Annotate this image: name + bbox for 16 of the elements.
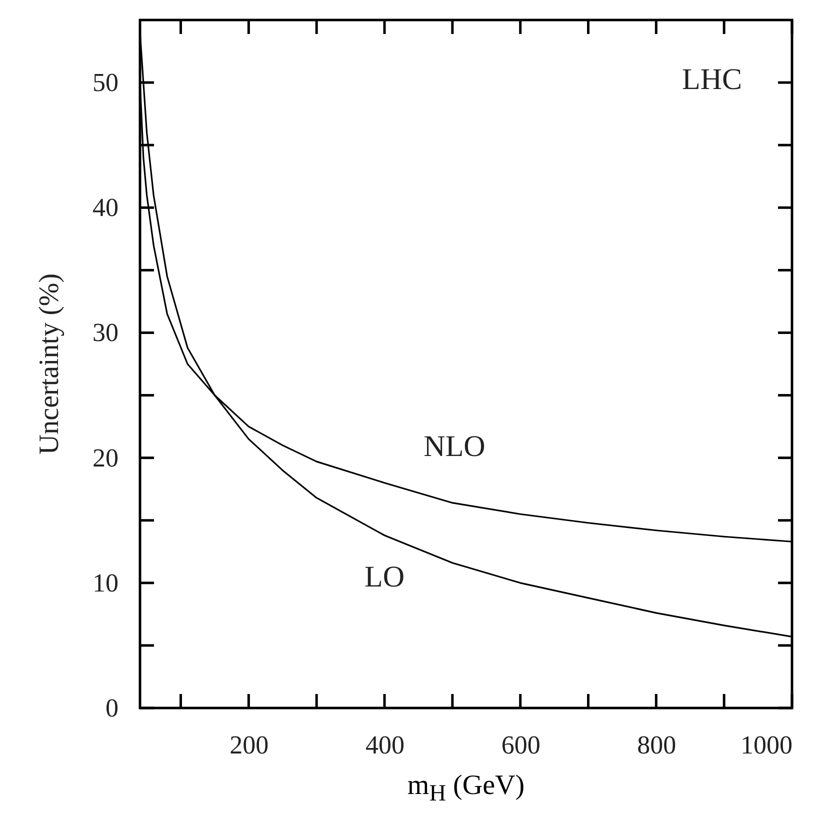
x-tick-label: 800 bbox=[637, 730, 676, 760]
y-axis-title: Uncertainty (%) bbox=[34, 272, 66, 457]
annotation: LHC bbox=[682, 63, 742, 96]
y-tick-label: 30 bbox=[92, 318, 118, 348]
series-label: NLO bbox=[424, 430, 486, 463]
x-tick-label: 400 bbox=[366, 730, 404, 760]
x-tick-label: 600 bbox=[501, 730, 540, 760]
x-tick-label: 1000 bbox=[740, 730, 792, 760]
y-tick-label: 50 bbox=[92, 68, 118, 98]
x-tick-label: 200 bbox=[230, 730, 269, 760]
y-tick-label: 10 bbox=[92, 568, 118, 598]
y-tick-label: 40 bbox=[92, 193, 118, 222]
x-axis-title: m$_{H}$ (GeV) bbox=[406, 770, 526, 808]
series-label: LO bbox=[364, 560, 404, 594]
y-tick-label: 0 bbox=[106, 694, 118, 722]
y-tick-label: 20 bbox=[92, 443, 118, 472]
